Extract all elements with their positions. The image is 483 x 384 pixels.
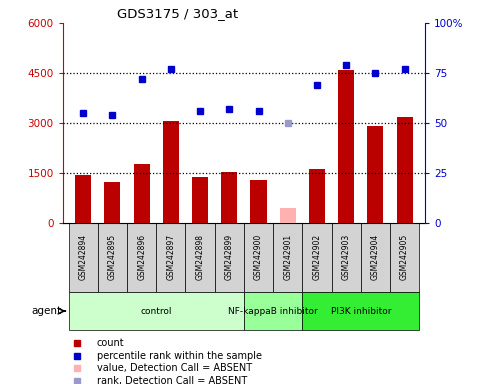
Bar (280, 209, 296, 223)
Bar (163, 121, 179, 223)
Bar (331, 223, 361, 292)
Text: agent: agent (31, 306, 61, 316)
Text: GSM242905: GSM242905 (400, 234, 409, 280)
Bar (244, 292, 302, 330)
Text: GDS3175 / 303_at: GDS3175 / 303_at (117, 7, 238, 20)
Bar (185, 223, 215, 292)
Bar (221, 172, 237, 223)
Bar (390, 223, 419, 292)
Text: GSM242904: GSM242904 (371, 234, 380, 280)
Bar (361, 223, 390, 292)
Bar (156, 223, 185, 292)
Text: rank, Detection Call = ABSENT: rank, Detection Call = ABSENT (97, 376, 247, 384)
Text: GSM242895: GSM242895 (108, 234, 117, 280)
Text: count: count (97, 338, 124, 348)
Text: PI3K inhibitor: PI3K inhibitor (330, 306, 391, 316)
Bar (134, 164, 150, 223)
Bar (368, 126, 384, 223)
Text: GSM242896: GSM242896 (137, 234, 146, 280)
Text: GSM242903: GSM242903 (341, 234, 351, 280)
Bar (302, 292, 419, 330)
Bar (98, 223, 127, 292)
Bar (104, 182, 120, 223)
Bar (309, 169, 325, 223)
Bar (127, 223, 156, 292)
Text: percentile rank within the sample: percentile rank within the sample (97, 351, 262, 361)
Text: GSM242902: GSM242902 (313, 234, 322, 280)
Bar (273, 223, 302, 292)
Bar (397, 117, 412, 223)
Bar (75, 175, 91, 223)
Bar (302, 223, 331, 292)
Text: GSM242894: GSM242894 (79, 234, 88, 280)
Text: value, Detection Call = ABSENT: value, Detection Call = ABSENT (97, 363, 252, 373)
Text: GSM242898: GSM242898 (196, 234, 205, 280)
Bar (251, 180, 267, 223)
Bar (69, 292, 244, 330)
Text: GSM242901: GSM242901 (283, 234, 292, 280)
Text: control: control (141, 306, 172, 316)
Bar (69, 223, 98, 292)
Bar (215, 223, 244, 292)
Bar (244, 223, 273, 292)
Text: GSM242899: GSM242899 (225, 234, 234, 280)
Text: NF-kappaB inhibitor: NF-kappaB inhibitor (228, 306, 318, 316)
Text: GSM242897: GSM242897 (166, 234, 175, 280)
Text: GSM242900: GSM242900 (254, 234, 263, 280)
Bar (192, 177, 208, 223)
Bar (338, 70, 354, 223)
